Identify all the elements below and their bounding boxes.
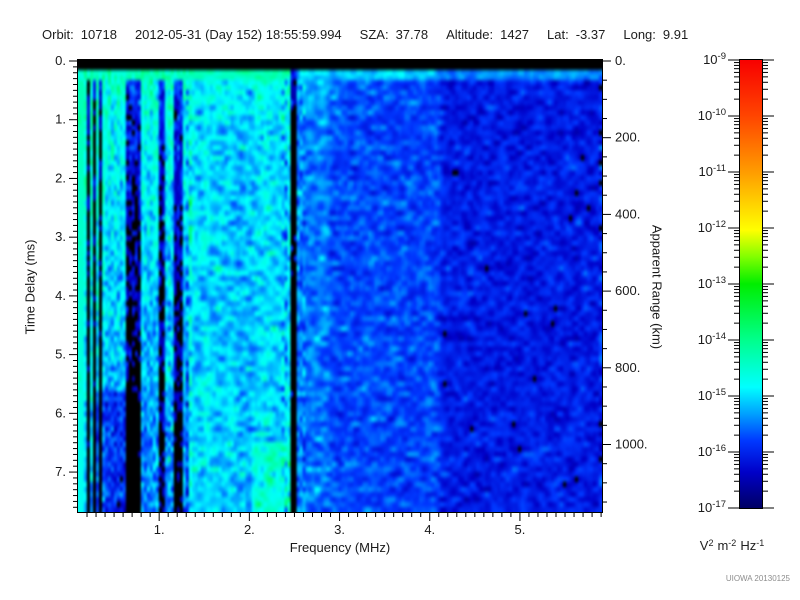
y-tick-label: 0. <box>55 53 66 68</box>
field-label: SZA: <box>359 27 389 42</box>
y-tick-label: 5. <box>55 347 66 362</box>
header-field-altitude: Altitude: 1427 <box>446 27 529 42</box>
x-tick-label: 5. <box>515 522 526 537</box>
y2-tick-label: 600. <box>615 283 640 298</box>
field-label: Orbit: <box>42 27 74 42</box>
header-field-lat: Lat: -3.37 <box>547 27 605 42</box>
field-value: 9.91 <box>662 27 689 42</box>
y-tick-label: 1. <box>55 112 66 127</box>
spectrogram-heatmap <box>78 60 602 512</box>
header-field-orbit: Orbit: 10718 <box>42 27 117 42</box>
x-tick-label: 4. <box>424 522 435 537</box>
header-field-long: Long: 9.91 <box>623 27 688 42</box>
field-value: 10718 <box>80 27 117 42</box>
field-label: Long: <box>623 27 656 42</box>
field-label: Lat: <box>547 27 569 42</box>
colorbar-tick-label: 10-13 <box>698 275 726 291</box>
header-field-datetime: 2012-05-31 (Day 152) 18:55:59.994 <box>135 27 342 42</box>
y2-tick-label: 0. <box>615 53 626 68</box>
field-value: -3.37 <box>575 27 606 42</box>
unit-part: Hz-1 <box>740 538 765 553</box>
credit-text: UIOWA 20130125 <box>725 574 790 583</box>
colorbar-tick-label: 10-10 <box>698 107 726 123</box>
y2-tick-label: 200. <box>615 130 640 145</box>
colorbar-unit-label: V2 m-2 Hz-1 <box>700 538 768 553</box>
y-tick-label: 2. <box>55 170 66 185</box>
field-value: 2012-05-31 (Day 152) 18:55:59.994 <box>134 27 342 42</box>
y-axis-label-left: Time Delay (ms) <box>22 239 38 335</box>
colorbar-tick-label: 10-12 <box>698 219 726 235</box>
x-tick-label: 1. <box>154 522 165 537</box>
colorbar-tick-label: 10-17 <box>698 499 726 515</box>
colorbar-tick-label: 10-11 <box>699 163 727 179</box>
colorbar-tick-label: 10-15 <box>698 387 726 403</box>
y-tick-label: 7. <box>55 464 66 479</box>
field-value: 37.78 <box>395 27 429 42</box>
y-tick-label: 6. <box>55 405 66 420</box>
y2-tick-label: 400. <box>615 206 640 221</box>
x-tick-label: 3. <box>334 522 345 537</box>
colorbar-tick-label: 10-9 <box>703 51 726 67</box>
y2-tick-label: 1000. <box>615 437 648 452</box>
unit-part: m-2 <box>717 538 737 553</box>
colorbar-tick-label: 10-16 <box>698 443 726 459</box>
unit-part: V2 <box>699 538 714 553</box>
colorbar-tick-label: 10-14 <box>698 331 726 347</box>
header-metadata: Orbit: 10718 2012-05-31 (Day 152) 18:55:5… <box>42 27 688 42</box>
field-value: 1427 <box>500 27 530 42</box>
x-tick-label: 2. <box>244 522 255 537</box>
header-field-sza: SZA: 37.78 <box>360 27 428 42</box>
y-tick-label: 3. <box>55 229 66 244</box>
colorbar-gradient <box>740 60 762 508</box>
x-axis-label: Frequency (MHz) <box>289 540 391 555</box>
y-tick-label: 4. <box>55 288 66 303</box>
field-label: Altitude: <box>446 27 494 42</box>
y-axis-label-right: Apparent Range (km) <box>649 224 665 350</box>
y2-tick-label: 800. <box>615 360 640 375</box>
